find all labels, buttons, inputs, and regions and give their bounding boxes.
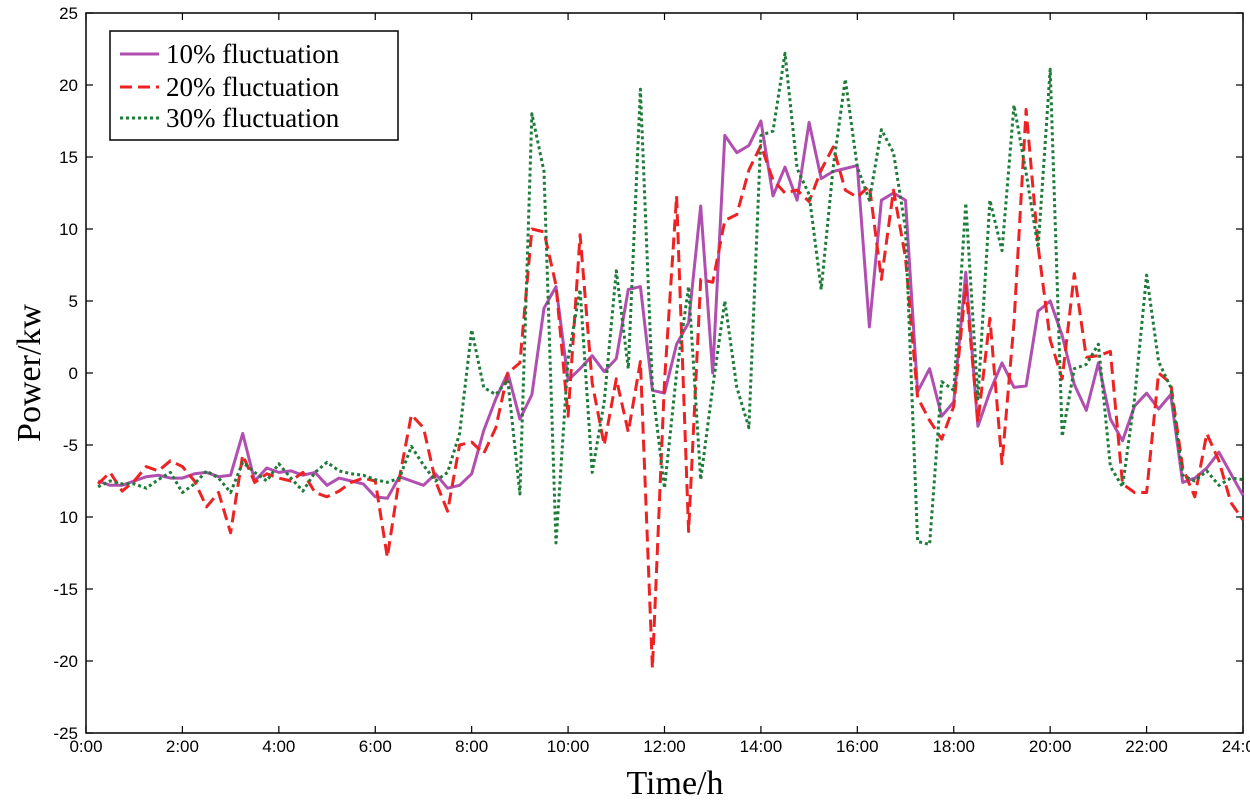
y-tick-label: -25 (53, 724, 78, 743)
y-tick-label: 0 (69, 364, 78, 383)
x-tick-label: 10:00 (547, 737, 590, 756)
x-tick-label: 8:00 (455, 737, 488, 756)
series-line-30pct-fluctuation (97, 51, 1244, 546)
x-tick-label: 24:00 (1222, 737, 1250, 756)
y-tick-label: -5 (63, 436, 78, 455)
axis-ticks: 0:00 2:00 4:00 6:00 8:00 10:00 12:00 14:00 16:00… (53, 4, 1250, 756)
x-tick-label: 16:00 (836, 737, 879, 756)
legend-label-20pct: 20% fluctuation (166, 72, 340, 102)
x-tick-label: 20:00 (1029, 737, 1072, 756)
y-tick-label: 10 (59, 220, 78, 239)
x-tick-label: 22:00 (1125, 737, 1168, 756)
x-tick-label: 6:00 (359, 737, 392, 756)
y-tick-label: 5 (69, 292, 78, 311)
y-tick-label: -15 (53, 580, 78, 599)
x-tick-label: 0:00 (69, 737, 102, 756)
x-axis-title: Time/h (626, 765, 723, 800)
legend-label-30pct: 30% fluctuation (166, 103, 340, 133)
x-tick-label: 12:00 (643, 737, 686, 756)
y-tick-label: -20 (53, 652, 78, 671)
series-line-20pct-fluctuation (97, 108, 1245, 670)
y-tick-label: 15 (59, 148, 78, 167)
y-axis-title: Power/kw (11, 304, 48, 442)
x-tick-label: 14:00 (740, 737, 783, 756)
y-tick-label: 10 (59, 508, 78, 527)
x-tick-label: 18:00 (932, 737, 975, 756)
legend-label-10pct: 10% fluctuation (166, 39, 340, 69)
series-line-10pct-fluctuation (97, 119, 1245, 500)
series-layer (97, 51, 1245, 670)
y-tick-label: 20 (59, 76, 78, 95)
x-tick-label: 2:00 (166, 737, 199, 756)
y-tick-label: 25 (59, 4, 78, 23)
x-tick-label: 4:00 (262, 737, 295, 756)
legend: 10% fluctuation 20% fluctuation 30% fluc… (109, 30, 399, 141)
